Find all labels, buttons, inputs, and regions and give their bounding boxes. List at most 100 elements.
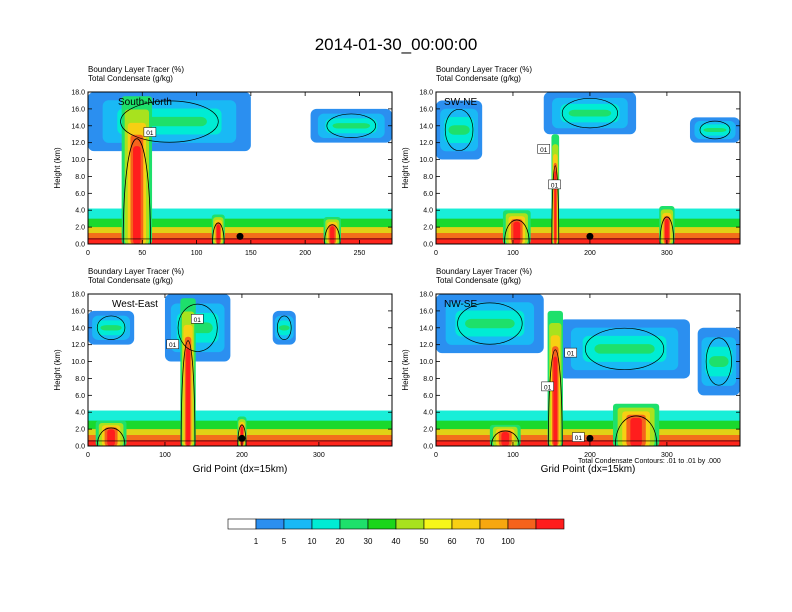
y-tick-label: 4.0: [75, 208, 85, 215]
contour-label: 01: [575, 435, 583, 442]
tracer-field: [88, 294, 392, 446]
plume-layer: [554, 171, 557, 244]
y-tick-label: 10.0: [71, 157, 85, 164]
colorbar-swatch: [535, 518, 565, 530]
condensate-contour: [699, 120, 731, 140]
y-tick-label: 2.0: [423, 427, 433, 434]
contour-label: 01: [567, 351, 575, 358]
x-tick-label: 100: [159, 452, 171, 459]
figure-title: 2014-01-30_00:00:00: [315, 35, 478, 54]
plot-frame: [435, 91, 741, 245]
y-axis-label: Height (km): [53, 147, 62, 189]
panel-label: NW-SE: [444, 299, 477, 310]
anvil-layer: [448, 125, 470, 135]
y-tick-label: 14.0: [71, 123, 85, 130]
condensate-contour: [614, 415, 658, 446]
panel-label: South-North: [118, 97, 172, 108]
x-tick-label: 0: [434, 250, 438, 257]
condensate-contour: [212, 222, 225, 244]
x-tick-label: 250: [354, 250, 366, 257]
contour-label-box: [564, 347, 577, 358]
y-tick-label: 14.0: [419, 123, 433, 130]
station-marker: [238, 434, 246, 442]
plot-frame: [87, 293, 393, 447]
y-axis-label: Height (km): [53, 349, 62, 391]
y-tick-label: 4.0: [423, 208, 433, 215]
y-tick-label: 10.0: [419, 359, 433, 366]
anvil-layer: [278, 325, 290, 331]
colorbar-swatch: [283, 518, 313, 530]
condensate-contour: [584, 327, 665, 370]
y-tick-label: 0.0: [75, 242, 85, 249]
x-tick-label: 0: [86, 452, 90, 459]
condensate-contour: [503, 219, 530, 244]
y-tick-label: 4.0: [423, 410, 433, 417]
y-tick-label: 14.0: [419, 325, 433, 332]
x-tick-label: 200: [584, 250, 596, 257]
plume-layer: [216, 224, 220, 244]
y-tick-label: 6.0: [423, 393, 433, 400]
panel-title-line: Total Condensate (g/kg): [88, 74, 173, 83]
panel-label: West-East: [112, 299, 158, 310]
y-tick-label: 8.0: [423, 174, 433, 181]
contour-label-box: [191, 314, 204, 324]
x-tick-label: 200: [584, 452, 596, 459]
tracer-field: [436, 294, 740, 446]
panel-sw-ne: 01 01 SW-NE Boundary Layer Tracer (%)Total …: [401, 65, 741, 257]
colorbar-swatch: [339, 518, 369, 530]
y-tick-label: 18.0: [419, 90, 433, 97]
tracer-field: [436, 92, 740, 244]
plume-layer: [513, 221, 521, 244]
condensate-contour: [120, 100, 219, 143]
y-tick-label: 8.0: [75, 376, 85, 383]
plume-layer: [330, 226, 335, 244]
boundary-layer-band: [88, 238, 392, 244]
condensate-contour: [237, 424, 247, 446]
colorbar-label: 10: [308, 537, 317, 546]
panel-title-line: Total Condensate (g/kg): [436, 74, 521, 83]
panel-title-line: Boundary Layer Tracer (%): [436, 267, 532, 276]
y-tick-label: 12.0: [419, 342, 433, 349]
y-tick-label: 14.0: [71, 325, 85, 332]
plume-layer: [501, 432, 510, 446]
y-tick-label: 6.0: [75, 191, 85, 198]
x-tick-label: 100: [507, 452, 519, 459]
anvil-layer: [594, 344, 655, 354]
station-marker: [236, 232, 244, 240]
x-axis-label: Grid Point (dx=15km): [541, 464, 636, 475]
y-axis-label: Height (km): [401, 147, 410, 189]
x-tick-label: 100: [507, 250, 519, 257]
contour-label-box: [143, 127, 157, 137]
panels: 01 South-North Boundary Layer Tracer (%) To…: [53, 65, 741, 475]
y-tick-label: 12.0: [71, 342, 85, 349]
y-tick-label: 18.0: [419, 292, 433, 299]
x-tick-label: 300: [661, 250, 673, 257]
y-tick-label: 18.0: [71, 90, 85, 97]
plume-layer: [630, 418, 642, 446]
colorbar-swatch: [255, 518, 285, 530]
contour-label-box: [166, 339, 179, 349]
condensate-contour: [177, 303, 218, 352]
y-tick-label: 6.0: [423, 191, 433, 198]
condensate-contour: [551, 165, 560, 244]
colorbar-label: 20: [336, 537, 345, 546]
y-tick-label: 8.0: [423, 376, 433, 383]
x-tick-label: 0: [86, 250, 90, 257]
condensate-contour: [96, 427, 126, 446]
contour-label: 01: [169, 342, 177, 349]
y-tick-label: 12.0: [71, 140, 85, 147]
x-tick-label: 150: [245, 250, 257, 257]
colorbar-label: 1: [254, 537, 259, 546]
y-tick-label: 16.0: [71, 106, 85, 113]
panel-label: SW-NE: [444, 97, 477, 108]
contour-label-box: [541, 381, 554, 392]
contour-label-box: [572, 432, 585, 442]
y-tick-label: 10.0: [71, 359, 85, 366]
condensate-contour: [547, 349, 563, 446]
y-tick-label: 4.0: [75, 410, 85, 417]
x-axis-label: Grid Point (dx=15km): [193, 464, 288, 475]
x-tick-label: 300: [661, 452, 673, 459]
y-tick-label: 0.0: [423, 242, 433, 249]
plume-layer: [107, 429, 115, 446]
